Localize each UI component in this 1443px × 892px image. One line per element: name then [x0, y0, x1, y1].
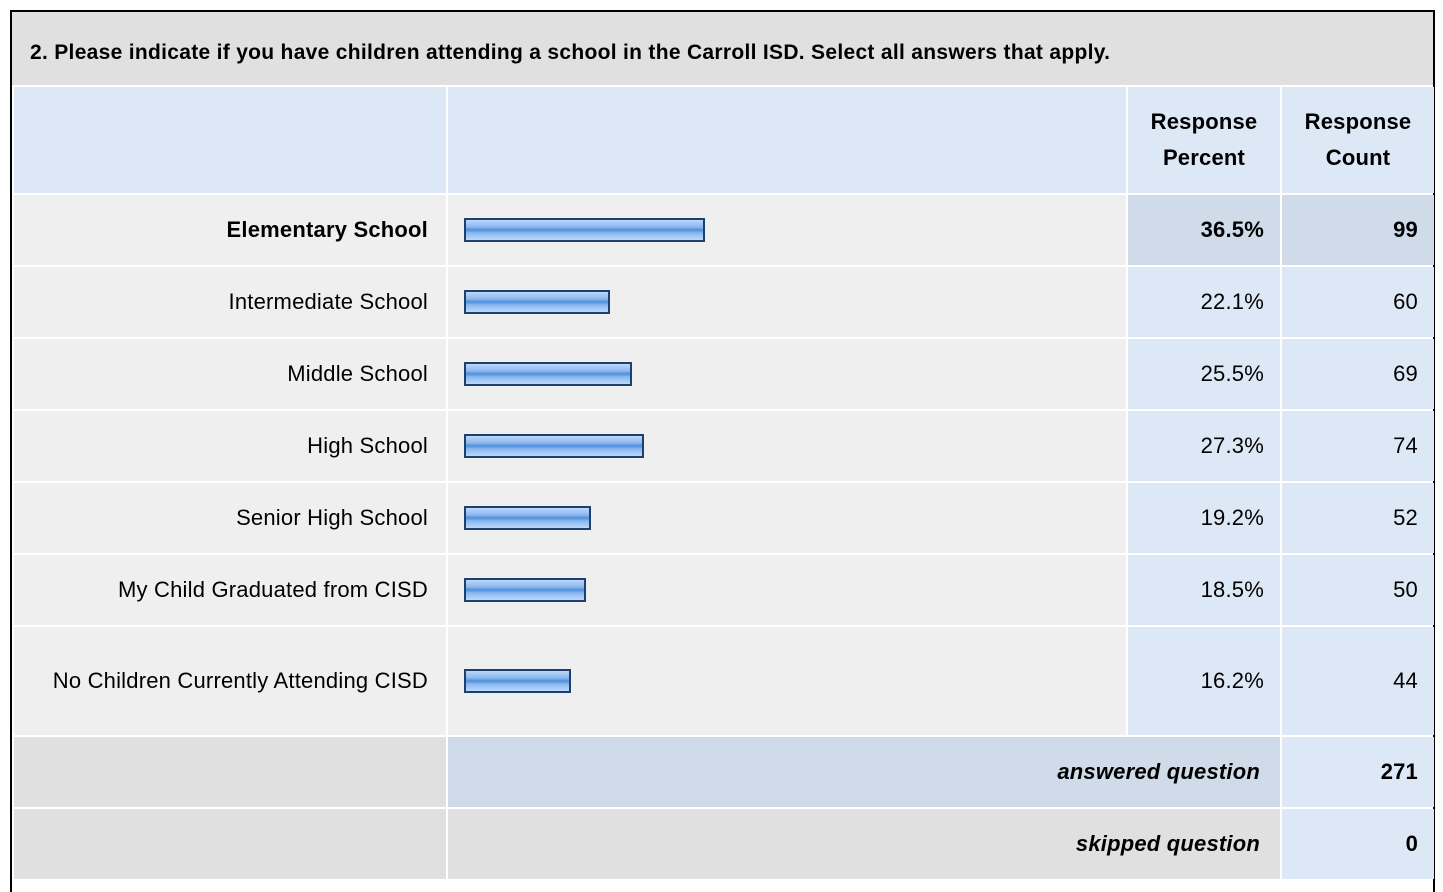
row-label: High School	[14, 411, 446, 481]
header-blank	[448, 87, 1126, 193]
footer-blank	[14, 809, 446, 879]
response-percent: 18.5%	[1128, 555, 1280, 625]
response-percent: 36.5%	[1128, 195, 1280, 265]
response-count: 44	[1282, 627, 1434, 735]
answered-count: 271	[1282, 737, 1434, 807]
header-count: Response Count	[1282, 87, 1434, 193]
header-blank	[14, 87, 446, 193]
response-percent: 16.2%	[1128, 627, 1280, 735]
results-table: Response Percent Response Count Elementa…	[12, 85, 1434, 879]
response-count: 60	[1282, 267, 1434, 337]
response-count: 69	[1282, 339, 1434, 409]
response-percent: 22.1%	[1128, 267, 1280, 337]
row-label: Intermediate School	[14, 267, 446, 337]
bar	[464, 362, 633, 386]
row-label: Senior High School	[14, 483, 446, 553]
skipped-count: 0	[1282, 809, 1434, 879]
response-count: 99	[1282, 195, 1434, 265]
response-count: 74	[1282, 411, 1434, 481]
question-title: 2. Please indicate if you have children …	[12, 12, 1433, 85]
response-percent: 27.3%	[1128, 411, 1280, 481]
bar-cell	[448, 555, 1126, 625]
bar	[464, 669, 571, 693]
response-count: 50	[1282, 555, 1434, 625]
bar-cell	[448, 483, 1126, 553]
footer-blank	[14, 737, 446, 807]
response-percent: 25.5%	[1128, 339, 1280, 409]
row-label: Elementary School	[14, 195, 446, 265]
response-count: 52	[1282, 483, 1434, 553]
bar-cell	[448, 195, 1126, 265]
bar-cell	[448, 267, 1126, 337]
response-percent: 19.2%	[1128, 483, 1280, 553]
bar-cell	[448, 339, 1126, 409]
question-panel: 2. Please indicate if you have children …	[10, 10, 1435, 892]
bar-cell	[448, 627, 1126, 735]
row-label: My Child Graduated from CISD	[14, 555, 446, 625]
bar	[464, 506, 591, 530]
bar	[464, 218, 705, 242]
bar-cell	[448, 411, 1126, 481]
header-percent: Response Percent	[1128, 87, 1280, 193]
row-label: Middle School	[14, 339, 446, 409]
bar	[464, 434, 645, 458]
row-label: No Children Currently Attending CISD	[14, 627, 446, 735]
bar	[464, 290, 610, 314]
skipped-label: skipped question	[448, 809, 1280, 879]
bar	[464, 578, 587, 602]
answered-label: answered question	[448, 737, 1280, 807]
